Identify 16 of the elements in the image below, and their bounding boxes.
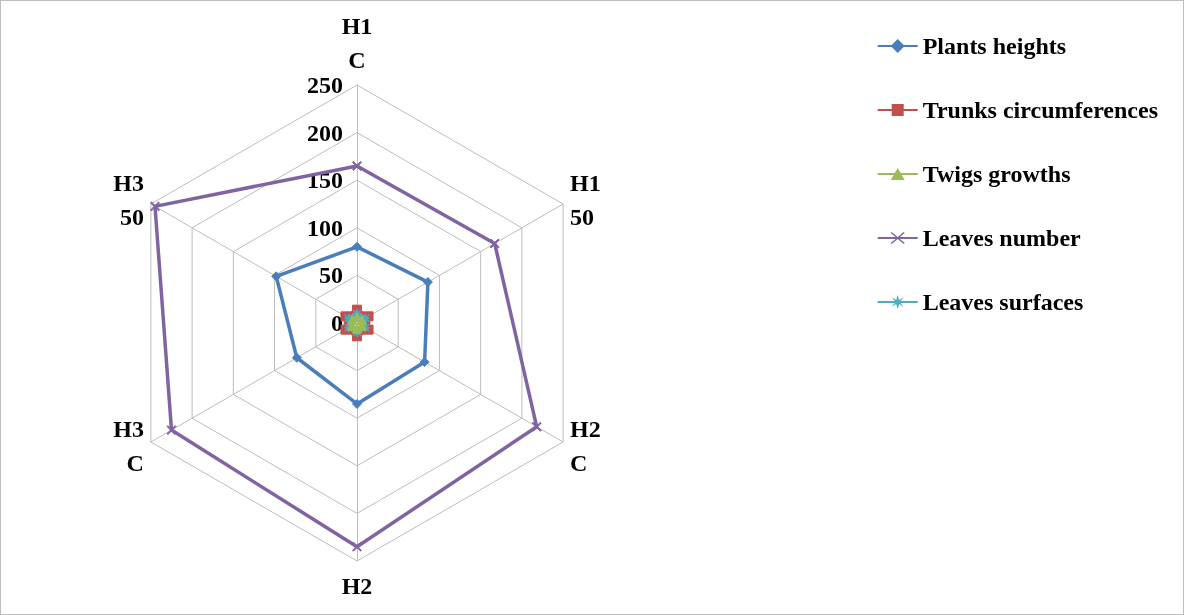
spoke-label: H3 C	[113, 416, 144, 476]
y-tick-label: 250	[307, 72, 343, 98]
y-tick-label: 100	[307, 214, 343, 241]
spoke-label: H3 50	[113, 170, 144, 230]
y-tick-label: 50	[319, 262, 343, 289]
y-tick-label: 0	[331, 310, 343, 336]
legend-label: Leaves surfaces	[922, 289, 1084, 315]
spoke-label: H1 50	[570, 170, 601, 230]
legend-label: Leaves number	[922, 225, 1082, 251]
spoke-label: H2 C	[570, 416, 601, 476]
legend-label: Plants heights	[922, 33, 1067, 59]
legend-label: Twigs growths	[922, 161, 1071, 187]
spoke-label: H2	[341, 573, 373, 599]
legend-label: Trunks circumferences	[922, 97, 1159, 123]
y-tick-label: 200	[307, 119, 343, 146]
spoke-label: H1 C	[341, 13, 373, 73]
